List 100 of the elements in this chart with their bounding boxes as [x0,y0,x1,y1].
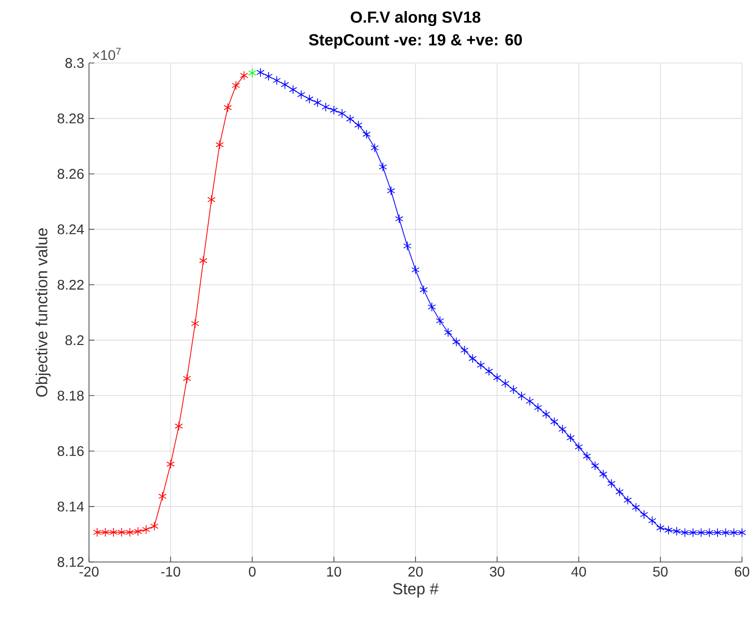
point [142,524,150,534]
point [615,487,624,497]
point [354,120,362,130]
point [158,492,167,501]
point [452,337,460,347]
point [93,528,102,537]
point [330,105,338,115]
point [460,346,469,355]
point [182,374,192,384]
point [322,102,330,112]
point [705,528,714,538]
x-tick-label: -20 [80,566,99,577]
x-tick-label: 60 [734,566,750,577]
point [362,130,371,139]
point [248,68,256,78]
point [599,469,608,479]
point [501,378,510,388]
point [509,384,518,394]
y-tick-label: 8.26 [58,168,84,179]
point [484,366,494,376]
point [166,459,175,469]
point [680,528,689,538]
point [550,417,558,426]
point [493,372,502,382]
text: ×10$^{7}$ [92,48,121,60]
x-tick-label: 20 [408,566,423,577]
point [607,478,616,488]
point [648,516,656,526]
point [378,162,387,172]
point [403,241,412,251]
y-tick-label: 8.2 [65,335,84,346]
point [395,214,404,224]
point [305,94,314,104]
point [574,442,583,452]
point [558,424,567,434]
point [264,72,273,81]
point [288,84,298,94]
y-tick-label: 8.22 [58,280,84,290]
x-axis-title: Step # [393,583,439,598]
point [232,80,240,90]
point [240,70,248,80]
point [150,522,158,531]
point [534,402,542,412]
point [590,461,600,470]
point [730,528,738,538]
point [624,495,632,505]
chart-subtitle: StepCount -ve: 19 & +ve: 60 [308,34,522,49]
y-tick-label: 8.18 [58,390,84,401]
point [738,528,746,538]
point [174,421,183,431]
point [224,102,232,112]
point [420,285,428,294]
point [526,396,534,406]
y-tick-label: 8.24 [58,224,84,234]
point [199,256,208,266]
point [566,433,575,442]
point [518,391,526,401]
point [109,528,118,537]
point [216,140,224,150]
point [272,76,281,86]
point [640,510,648,520]
point [256,68,265,78]
y-tick-label: 8.3 [65,58,84,68]
x-tick-label: 10 [327,566,342,577]
point [191,318,200,328]
point [280,80,289,90]
x-tick-label: 40 [571,566,586,577]
y-tick-label: 8.14 [58,502,84,512]
point [697,528,706,538]
y-tick-label: 8.16 [58,446,84,456]
chart-title: O.F.V along SV18 [350,11,480,26]
x-tick-label: 50 [653,566,668,577]
point [118,528,126,537]
point [313,98,322,108]
point [542,410,550,419]
y-axis-title: Objective function value [36,228,51,397]
point [370,143,379,152]
y-tick-label: 8.12 [58,557,84,567]
point [632,502,640,512]
point [428,302,436,312]
point [688,528,698,538]
point [672,526,681,536]
point [468,354,477,364]
point [722,528,730,538]
point [411,265,420,274]
point [297,90,306,100]
point [444,328,452,338]
point [582,451,592,461]
x-tick-label: 0 [248,566,256,577]
point [207,194,216,204]
point [126,528,134,537]
y-tick-label: 8.28 [58,113,84,124]
point [436,316,444,326]
point [386,186,396,196]
point [101,528,110,537]
point [346,114,354,124]
point [338,108,346,118]
point [713,528,722,538]
point [476,360,485,370]
point [134,526,142,536]
